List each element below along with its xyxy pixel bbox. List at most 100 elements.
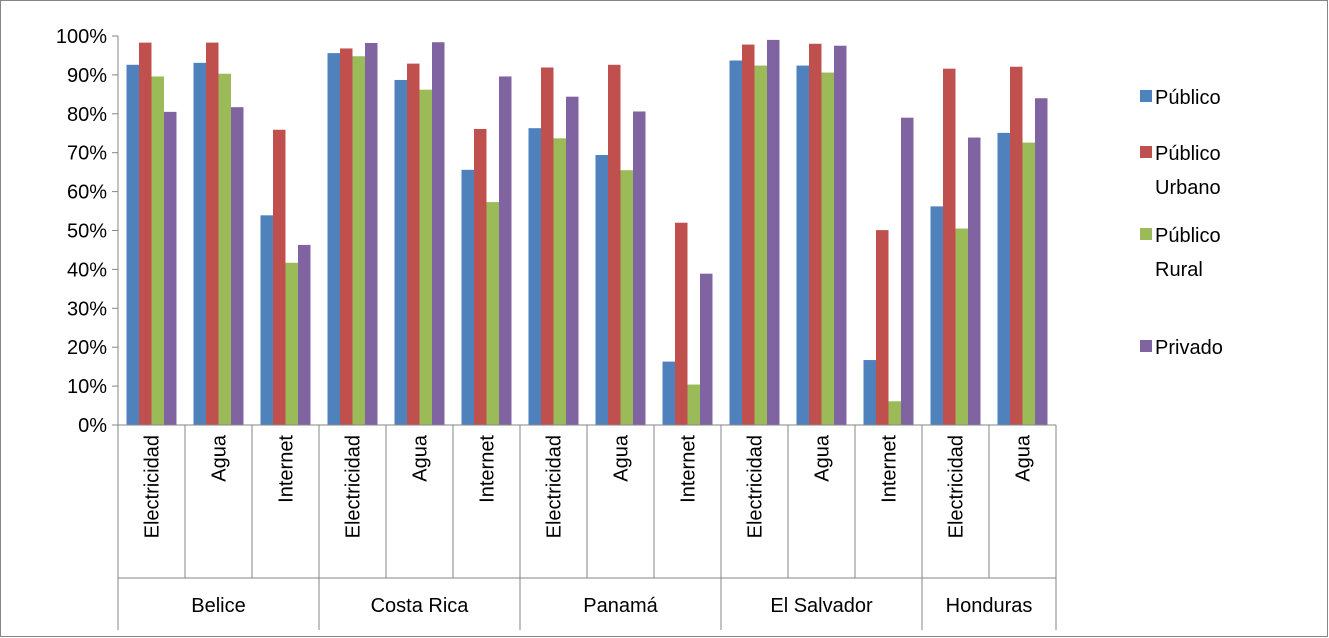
category-label: Internet bbox=[276, 435, 298, 503]
bars-layer bbox=[126, 39, 1048, 426]
category-label: Agua bbox=[209, 434, 231, 482]
bar bbox=[1010, 66, 1023, 425]
bar bbox=[633, 111, 646, 425]
bar bbox=[796, 65, 809, 426]
bar bbox=[273, 129, 286, 425]
bar bbox=[285, 262, 298, 425]
bar bbox=[419, 89, 432, 425]
bar bbox=[729, 60, 742, 426]
category-label: Internet bbox=[678, 435, 700, 503]
category-label: Electricidad bbox=[142, 435, 164, 538]
bar bbox=[126, 64, 139, 425]
bar bbox=[834, 45, 847, 425]
bar bbox=[193, 62, 206, 425]
bar bbox=[809, 43, 822, 425]
legend-swatch bbox=[1140, 228, 1152, 240]
category-label: Electricidad bbox=[946, 435, 968, 538]
category-label: Electricidad bbox=[343, 435, 365, 538]
bar bbox=[754, 65, 767, 426]
legend-label: Público bbox=[1155, 225, 1221, 247]
legend-label: Rural bbox=[1155, 259, 1203, 281]
y-tick-label: 50% bbox=[67, 221, 107, 243]
bar bbox=[499, 76, 512, 426]
bar bbox=[218, 73, 231, 425]
axis-layer: 0% 10% 20% 30% 40% 50% 60% 70% 80% 90% 100% Electri… bbox=[56, 26, 1057, 630]
y-tick-label: 40% bbox=[67, 259, 107, 281]
y-tick-label: 80% bbox=[67, 104, 107, 126]
bar bbox=[151, 76, 164, 426]
category-label: Agua bbox=[1013, 434, 1035, 482]
group-label: Panamá bbox=[583, 595, 658, 617]
category-label: Agua bbox=[410, 434, 432, 482]
bar bbox=[955, 228, 968, 425]
legend-swatch bbox=[1140, 90, 1152, 102]
legend-layer: Público Público Urbano Público Rural Privado bbox=[1140, 87, 1223, 359]
y-tick-label: 70% bbox=[67, 143, 107, 165]
bar bbox=[486, 202, 499, 425]
bar bbox=[1035, 98, 1048, 426]
bar bbox=[432, 42, 445, 425]
y-tick-label: 30% bbox=[67, 298, 107, 320]
bar bbox=[352, 56, 365, 426]
y-tick-label: 60% bbox=[67, 182, 107, 204]
bar bbox=[930, 206, 943, 425]
group-label: El Salvador bbox=[770, 595, 873, 617]
bar bbox=[742, 44, 755, 426]
bar bbox=[876, 230, 889, 425]
category-label: Electricidad bbox=[745, 435, 767, 538]
legend-swatch bbox=[1140, 340, 1152, 352]
bar bbox=[164, 111, 177, 425]
category-label: Agua bbox=[812, 434, 834, 482]
bar bbox=[700, 273, 713, 425]
bar bbox=[620, 170, 633, 425]
y-tick-label: 90% bbox=[67, 65, 107, 87]
category-label: Internet bbox=[879, 435, 901, 503]
bar bbox=[821, 72, 834, 425]
bar bbox=[888, 401, 901, 425]
bar bbox=[260, 215, 273, 425]
bar bbox=[675, 222, 688, 425]
bar bbox=[553, 138, 566, 425]
bar bbox=[687, 384, 700, 425]
group-label: Belice bbox=[191, 595, 245, 617]
bar bbox=[901, 117, 914, 425]
bar bbox=[365, 43, 378, 425]
category-label: Internet bbox=[477, 435, 499, 503]
bar bbox=[1022, 142, 1035, 425]
bar bbox=[298, 244, 311, 425]
category-label: Agua bbox=[611, 434, 633, 482]
bar bbox=[608, 64, 621, 425]
bar bbox=[566, 96, 579, 426]
bar bbox=[863, 360, 876, 425]
bar bbox=[394, 79, 407, 425]
group-label: Costa Rica bbox=[371, 595, 470, 617]
bar bbox=[767, 39, 780, 425]
bar bbox=[327, 53, 340, 426]
y-tick-label: 0% bbox=[78, 415, 107, 437]
bar bbox=[407, 63, 420, 426]
bar bbox=[997, 132, 1010, 425]
bar bbox=[474, 128, 487, 425]
group-label: Honduras bbox=[946, 595, 1033, 617]
bar bbox=[461, 169, 474, 425]
bar bbox=[943, 68, 956, 426]
legend-label: Urbano bbox=[1155, 177, 1221, 199]
y-tick-label: 20% bbox=[67, 337, 107, 359]
legend-label: Público bbox=[1155, 87, 1221, 109]
legend-label: Público bbox=[1155, 143, 1221, 165]
bar bbox=[662, 361, 675, 425]
category-label: Electricidad bbox=[544, 435, 566, 538]
legend-label: Privado bbox=[1155, 337, 1223, 359]
bar bbox=[595, 155, 608, 425]
bar bbox=[139, 42, 152, 425]
bar bbox=[231, 107, 244, 425]
bar bbox=[541, 67, 554, 425]
bar bbox=[206, 42, 219, 425]
bar bbox=[528, 128, 541, 425]
bar bbox=[340, 48, 353, 426]
bar bbox=[968, 137, 981, 426]
y-tick-label: 100% bbox=[56, 26, 107, 48]
y-tick-label: 10% bbox=[67, 376, 107, 398]
